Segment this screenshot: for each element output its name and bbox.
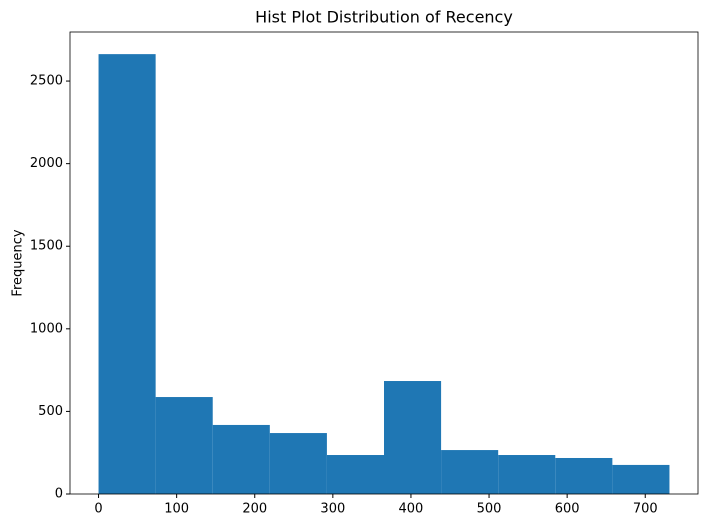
y-tick-label: 2500: [30, 74, 63, 89]
chart-title: Hist Plot Distribution of Recency: [255, 8, 513, 27]
bar: [441, 450, 499, 494]
x-tick-label: 700: [633, 502, 658, 517]
y-tick-label: 500: [38, 404, 63, 419]
y-tick-label: 1000: [30, 321, 63, 336]
bar: [212, 424, 270, 494]
x-tick-label: 500: [477, 502, 502, 517]
bar: [498, 455, 556, 494]
bar: [384, 381, 442, 494]
bar: [326, 455, 384, 494]
bar: [98, 54, 156, 494]
y-tick-label: 2000: [30, 156, 63, 171]
y-axis-label: Frequency: [11, 229, 26, 296]
x-tick-label: 300: [320, 502, 345, 517]
x-tick-label: 400: [399, 502, 424, 517]
bar: [269, 433, 327, 494]
x-tick-label: 200: [242, 502, 267, 517]
bar: [555, 457, 613, 494]
bar: [612, 464, 670, 494]
x-tick-label: 600: [555, 502, 580, 517]
bar: [155, 397, 213, 494]
x-tick-label: 0: [94, 502, 102, 517]
y-tick-label: 1500: [30, 239, 63, 254]
y-tick-label: 0: [55, 487, 63, 502]
plot-frame: [69, 31, 699, 495]
x-tick-label: 100: [164, 502, 189, 517]
